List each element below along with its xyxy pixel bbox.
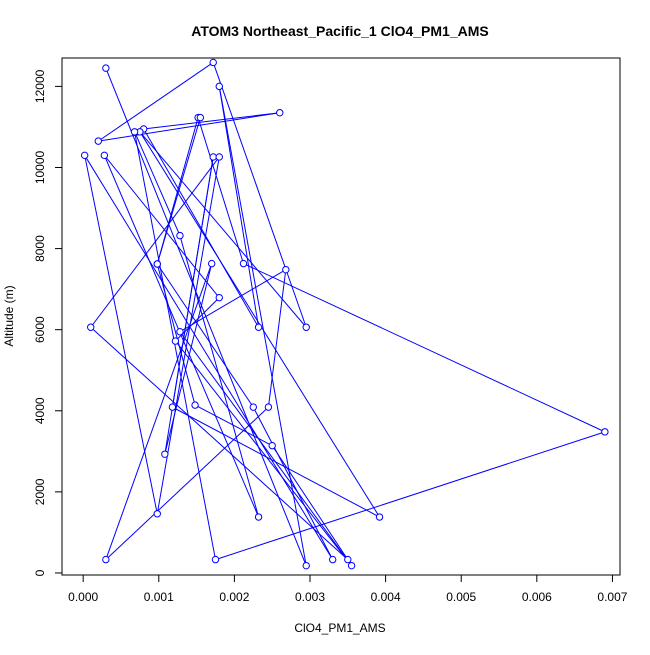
y-tick-label: 8000 <box>33 235 47 262</box>
series-segment <box>194 404 273 447</box>
data-point <box>176 328 184 336</box>
series-segment <box>84 155 334 560</box>
chart-title: ATOM3 Northeast_Pacific_1 ClO4_PM1_AMS <box>191 23 488 39</box>
data-point <box>215 82 223 91</box>
x-axis: 0.000 0.001 0.002 0.003 0.004 0.005 0.006 0.007 <box>68 574 628 604</box>
y-tick-label: 4000 <box>33 397 47 424</box>
series-segment <box>103 155 260 518</box>
plot-frame <box>61 57 621 576</box>
series-segment <box>179 235 260 518</box>
y-tick-label: 12000 <box>33 69 47 103</box>
data-point <box>328 555 337 564</box>
series-segment <box>271 445 349 560</box>
data-point <box>80 151 89 160</box>
series-segment <box>197 117 244 264</box>
x-axis-label: ClO4_PM1_AMS <box>294 621 385 635</box>
x-tick-label: 0.005 <box>446 590 476 604</box>
x-tick-label: 0.003 <box>295 590 325 604</box>
y-tick-label: 0 <box>33 569 47 576</box>
series-segment <box>90 326 349 560</box>
data-point <box>100 151 109 160</box>
x-tick-label: 0.007 <box>597 590 627 604</box>
series-segment <box>156 263 196 406</box>
series-segment <box>103 155 220 298</box>
y-tick-label: 6000 <box>33 316 47 343</box>
series-segment <box>252 406 334 560</box>
data-point <box>196 113 205 122</box>
data-point <box>208 259 216 268</box>
data-point <box>87 323 95 331</box>
data-point <box>153 510 161 518</box>
series-segment <box>267 269 287 408</box>
x-tick-label: 0.002 <box>219 590 249 604</box>
data-point <box>209 153 217 161</box>
data-point <box>254 513 263 521</box>
data-point <box>347 561 356 570</box>
data-point <box>153 260 161 268</box>
series-segment <box>179 331 352 566</box>
data-point <box>130 128 139 136</box>
series-segment <box>218 86 307 566</box>
data-point <box>268 441 276 450</box>
data-point <box>215 153 223 161</box>
series-segment <box>164 263 213 455</box>
y-tick-label: 2000 <box>33 478 47 505</box>
data-point <box>176 231 184 240</box>
data-point <box>209 58 217 67</box>
data-point <box>375 513 384 521</box>
data-point <box>211 555 220 564</box>
series-segment <box>156 117 201 265</box>
data-point <box>344 555 352 564</box>
data-point <box>161 450 169 458</box>
x-tick-label: 0.006 <box>522 590 552 604</box>
series-segment <box>90 156 220 328</box>
series-segment <box>105 263 213 560</box>
series-segment <box>212 62 307 328</box>
series-segment <box>134 131 216 560</box>
series-segment <box>143 112 280 130</box>
series-segment <box>139 131 307 328</box>
data-point <box>249 403 257 411</box>
series-segment <box>134 131 181 236</box>
data-point <box>276 109 284 117</box>
series-segment <box>98 62 214 142</box>
series-segment <box>215 431 606 561</box>
data-point <box>302 561 310 570</box>
data-point <box>94 137 102 145</box>
y-tick-label: 10000 <box>33 150 47 184</box>
series-segment <box>84 155 158 514</box>
data-point <box>282 265 290 274</box>
series-segment <box>98 112 280 142</box>
data-point <box>102 555 110 564</box>
data-point <box>215 293 223 302</box>
y-axis-label: Altitude (m) <box>2 285 16 346</box>
series-segment <box>243 263 606 433</box>
series-segment <box>175 340 352 566</box>
data-point <box>171 337 180 345</box>
series-segment <box>156 263 254 408</box>
y-axis: 0 2000 4000 6000 8000 10000 12000 <box>33 69 63 576</box>
data-point <box>302 323 310 331</box>
x-tick-label: 0.004 <box>371 590 401 604</box>
series-segment <box>179 269 287 333</box>
data-point <box>168 403 177 411</box>
data-point <box>264 403 273 411</box>
x-tick-label: 0.001 <box>144 590 174 604</box>
series-segment <box>218 86 260 328</box>
data-point <box>191 401 199 409</box>
data-point <box>601 428 609 436</box>
series-layer <box>80 58 609 570</box>
x-tick-label: 0.000 <box>68 590 98 604</box>
data-point <box>239 259 248 268</box>
series-segment <box>105 406 269 560</box>
data-point <box>254 323 263 331</box>
data-point <box>102 64 110 72</box>
